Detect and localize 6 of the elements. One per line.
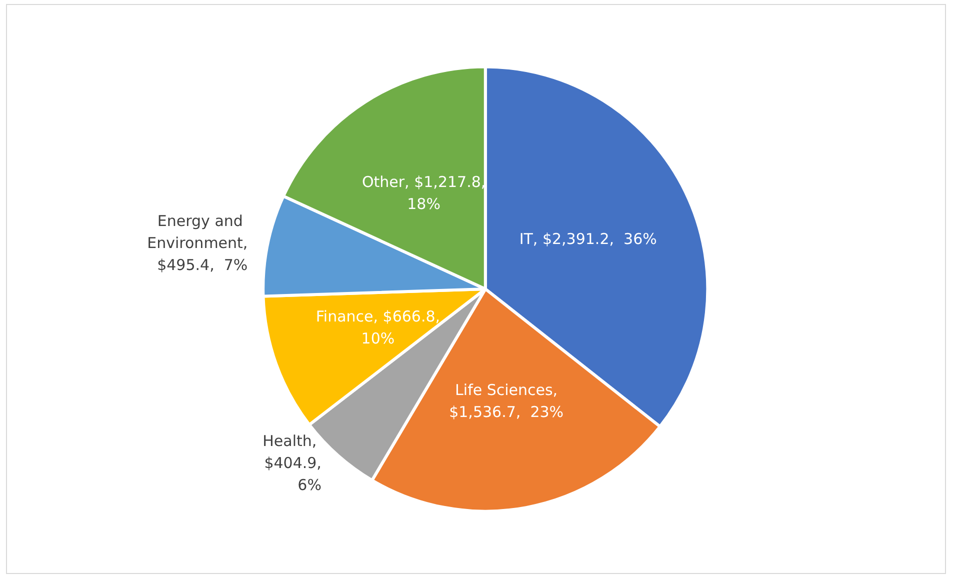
slice-label: Finance, $666.8, 10% bbox=[316, 308, 440, 348]
slice-label: Life Sciences, $1,536.7, 23% bbox=[449, 381, 564, 422]
slice-label: IT, $2,391.2, 36% bbox=[519, 230, 657, 248]
slice-label: Health, $404.9, 6% bbox=[262, 432, 322, 494]
slice-label: Energy and Environment, $495.4, 7% bbox=[147, 212, 248, 274]
slice-label: Other, $1,217.8, 18% bbox=[362, 172, 486, 213]
